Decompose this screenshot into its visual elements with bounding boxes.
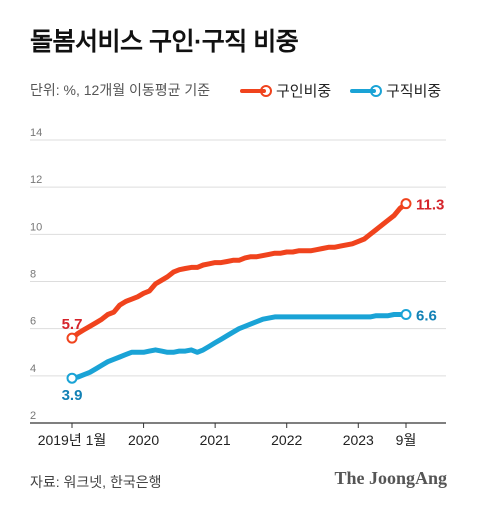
series-end-point-1 [400,309,412,321]
y-tick-label: 14 [30,127,42,139]
source-note: 자료: 워크넷, 한국은행 [30,474,162,490]
series-start-point-1 [66,372,78,384]
chart-title: 돌봄서비스 구인·구직 비중 [30,28,299,56]
x-tick-label: 2019년 1월 [38,432,107,448]
x-tick-label: 2022 [271,432,302,448]
y-tick-label: 12 [30,174,42,186]
legend-label-jobseeking: 구직비중 [386,83,442,100]
x-tick-label: 2021 [200,432,231,448]
y-tick-label: 2 [30,410,36,422]
x-tick-label: 2023 [343,432,374,448]
series-start-label-0: 5.7 [62,316,83,333]
legend-item-jobseeking: 구직비중 [350,80,441,101]
series-line-1 [69,312,409,381]
series-line-0 [69,201,409,341]
series-end-point-0 [400,198,412,210]
y-tick-label: 10 [30,221,42,233]
y-tick-label: 4 [30,363,36,375]
series-start-point-0 [66,332,78,344]
y-tick-label: 6 [30,316,36,328]
series-end-label-0: 11.3 [416,197,444,214]
y-tick-label: 8 [30,269,36,281]
x-tick-label: 2020 [128,432,159,448]
series-end-label-1: 6.6 [416,308,437,325]
legend-swatch-jobseeking [350,88,376,93]
series-start-label-1: 3.9 [62,387,83,404]
x-tick-label: 9월 [396,432,417,448]
legend-item-hiring: 구인비중 [240,80,331,101]
legend-swatch-hiring [240,88,266,93]
unit-note: 단위: %, 12개월 이동평균 기준 [30,82,211,98]
legend-label-hiring: 구인비중 [276,83,332,100]
brand-logo: The JoongAng [334,468,447,488]
